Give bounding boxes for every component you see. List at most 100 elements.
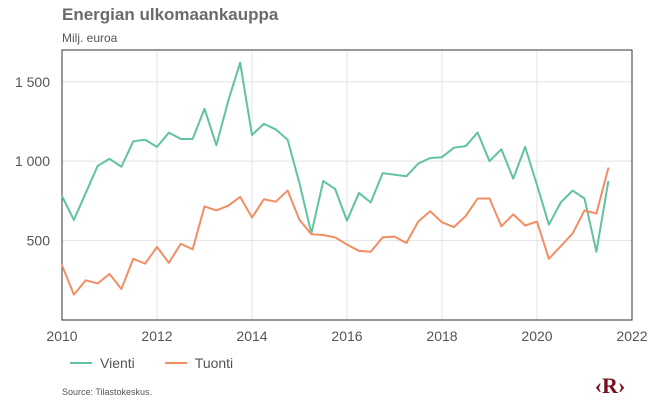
data-point-vienti: [61, 195, 63, 197]
x-tick-label: 2022: [616, 328, 647, 344]
data-point-tuonti: [512, 213, 514, 215]
data-point-tuonti: [204, 205, 206, 207]
plot-area-border: [61, 49, 633, 321]
publisher-logo: ‹ R ›: [588, 374, 632, 398]
data-point-vienti: [168, 132, 170, 134]
data-point-tuonti: [310, 233, 312, 235]
legend: Vienti Tuonti: [70, 355, 233, 371]
grid-layer: [61, 50, 633, 320]
data-point-vienti: [144, 139, 146, 141]
data-point-tuonti: [358, 250, 360, 252]
data-point-vienti: [263, 123, 265, 125]
data-point-vienti: [132, 140, 134, 142]
data-point-tuonti: [536, 221, 538, 223]
data-point-vienti: [500, 148, 502, 150]
data-point-tuonti: [239, 196, 241, 198]
data-point-vienti: [429, 157, 431, 159]
data-point-vienti: [417, 163, 419, 165]
data-point-tuonti: [489, 198, 491, 200]
data-point-tuonti: [168, 262, 170, 264]
data-point-vienti: [215, 144, 217, 146]
data-point-vienti: [441, 156, 443, 158]
y-tick-label: 1 500: [15, 74, 50, 90]
data-point-tuonti: [73, 294, 75, 296]
series-layer: [61, 61, 610, 296]
data-point-vienti: [346, 220, 348, 222]
data-point-vienti: [299, 182, 301, 184]
data-point-tuonti: [453, 226, 455, 228]
data-point-tuonti: [548, 258, 550, 260]
data-point-tuonti: [263, 198, 265, 200]
data-point-tuonti: [607, 167, 609, 169]
y-tick-label: 500: [27, 233, 51, 249]
chart-subtitle: Milj. euroa: [62, 31, 118, 45]
data-point-tuonti: [97, 282, 99, 284]
data-point-vienti: [477, 132, 479, 134]
data-point-tuonti: [477, 198, 479, 200]
x-tick-label: 2012: [141, 328, 172, 344]
data-point-vienti: [85, 192, 87, 194]
legend-swatch-tuonti: [164, 362, 187, 364]
data-point-vienti: [548, 224, 550, 226]
data-point-tuonti: [120, 288, 122, 290]
data-point-vienti: [287, 139, 289, 141]
data-point-tuonti: [299, 219, 301, 221]
data-point-vienti: [334, 188, 336, 190]
data-point-vienti: [607, 181, 609, 183]
data-point-vienti: [489, 160, 491, 162]
data-point-tuonti: [287, 190, 289, 192]
data-point-tuonti: [572, 232, 574, 234]
data-point-tuonti: [144, 263, 146, 265]
data-point-tuonti: [334, 236, 336, 238]
data-point-vienti: [97, 165, 99, 167]
data-point-vienti: [405, 175, 407, 177]
source-note: Source: Tilastokeskus.: [62, 387, 153, 397]
data-point-vienti: [204, 108, 206, 110]
legend-swatch-vienti: [70, 362, 92, 364]
chart-title: Energian ulkomaankauppa: [62, 5, 279, 24]
y-tick-label: 1 000: [15, 153, 50, 169]
data-point-vienti: [512, 178, 514, 180]
data-point-tuonti: [192, 248, 194, 250]
legend-item-vienti: Vienti: [70, 355, 135, 371]
data-point-tuonti: [275, 201, 277, 203]
series-line-tuonti: [61, 167, 610, 296]
data-point-vienti: [394, 174, 396, 176]
data-point-tuonti: [132, 258, 134, 260]
logo-bracket-left: ‹: [594, 373, 603, 398]
legend-label-vienti: Vienti: [100, 355, 135, 371]
data-point-vienti: [453, 147, 455, 149]
data-point-tuonti: [180, 243, 182, 245]
data-point-vienti: [322, 180, 324, 182]
data-point-tuonti: [394, 236, 396, 238]
series-line-vienti: [61, 61, 610, 253]
x-tick-label: 2016: [331, 328, 362, 344]
data-point-vienti: [180, 138, 182, 140]
data-point-vienti: [109, 158, 111, 160]
legend-item-tuonti: Tuonti: [164, 355, 233, 371]
data-point-vienti: [572, 190, 574, 192]
data-point-tuonti: [251, 217, 253, 219]
data-point-vienti: [370, 201, 372, 203]
data-point-vienti: [536, 184, 538, 186]
logo-letter: R: [602, 373, 618, 398]
data-point-vienti: [156, 146, 158, 148]
data-point-vienti: [73, 219, 75, 221]
data-point-tuonti: [61, 264, 63, 266]
data-point-tuonti: [441, 221, 443, 223]
data-point-vienti: [465, 145, 467, 147]
data-point-tuonti: [215, 209, 217, 211]
x-tick-label: 2018: [426, 328, 457, 344]
x-tick-label: 2014: [236, 328, 267, 344]
data-point-tuonti: [560, 245, 562, 247]
data-point-vienti: [192, 138, 194, 140]
data-point-vienti: [275, 128, 277, 130]
data-point-vienti: [358, 192, 360, 194]
logo-bracket-right: ›: [617, 373, 626, 398]
data-point-vienti: [239, 62, 241, 64]
tick-layer: 2010 2012 2014 2016 2018 2020 2022 500 1 000 1 50…: [15, 74, 648, 344]
data-point-tuonti: [322, 234, 324, 236]
data-point-vienti: [227, 100, 229, 102]
data-point-tuonti: [500, 225, 502, 227]
